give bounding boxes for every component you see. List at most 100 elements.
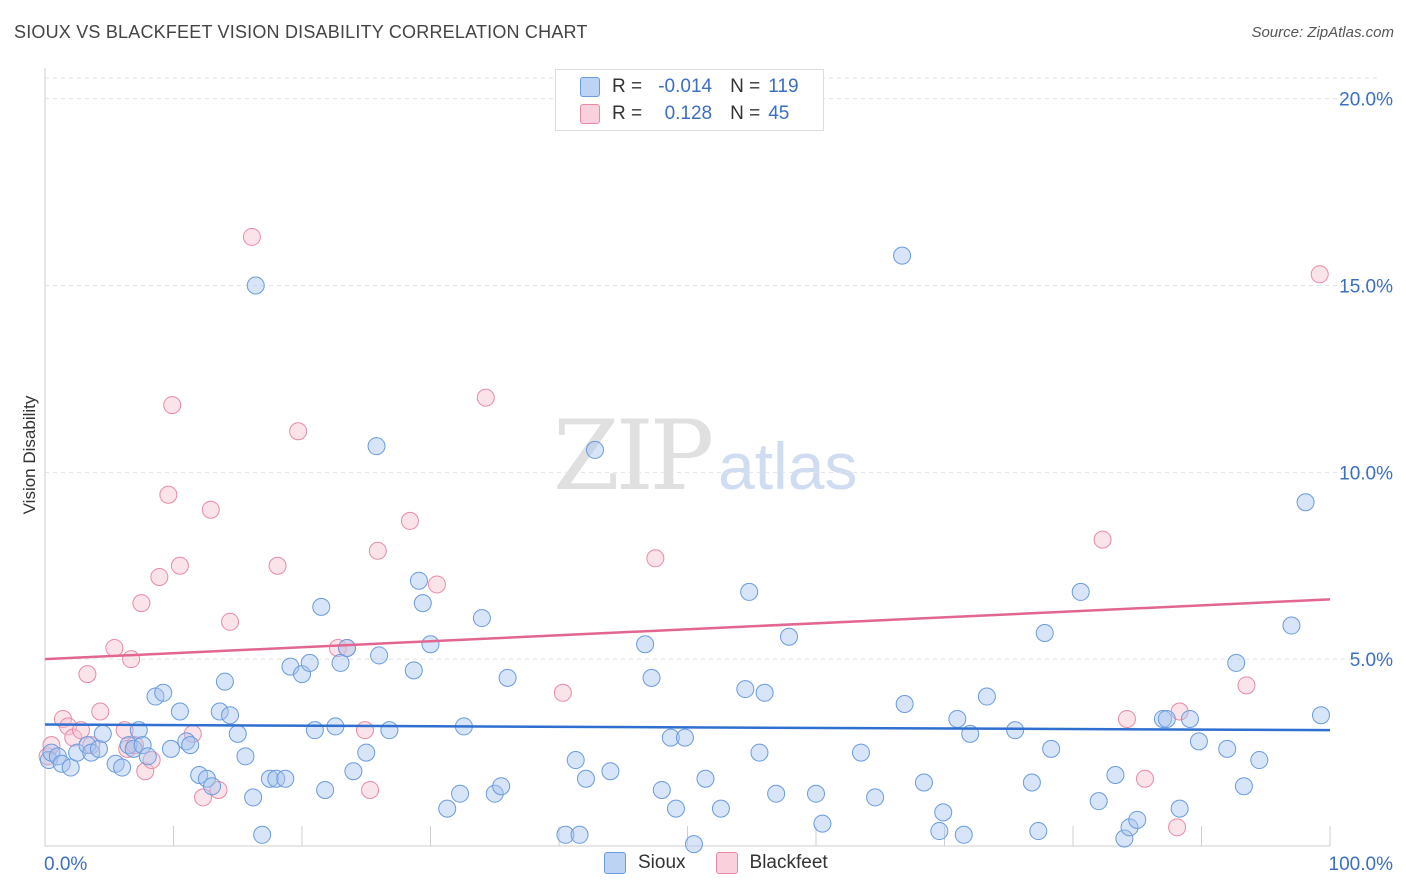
sioux-point	[1089, 792, 1108, 811]
sioux-point	[666, 799, 685, 818]
sioux-point	[409, 571, 428, 590]
sioux-point	[438, 799, 457, 818]
sioux-point	[930, 822, 949, 841]
sioux-point	[893, 246, 912, 265]
sioux-swatch	[604, 852, 626, 874]
legend-row-blackfeet: R = 0.128 N = 45	[580, 101, 789, 127]
watermark-atlas: atlas	[718, 429, 858, 503]
legend-row-sioux: R = -0.014 N = 119	[580, 74, 799, 100]
watermark-zip: ZIP	[553, 400, 714, 512]
x-ticks	[173, 826, 1331, 846]
sioux-point	[1282, 616, 1301, 635]
sioux-point	[1106, 766, 1125, 785]
r-value: -0.014	[658, 76, 713, 97]
sioux-point	[566, 751, 585, 770]
sioux-point	[934, 803, 953, 822]
sioux-point	[711, 799, 730, 818]
blackfeet-point	[78, 665, 97, 684]
sioux-point	[576, 769, 595, 788]
sioux-point	[813, 814, 832, 833]
n-label: N =	[730, 103, 761, 124]
sioux-point	[276, 769, 295, 788]
r-label: R =	[612, 76, 643, 97]
sioux-trend-line	[44, 723, 1331, 732]
sioux-points	[39, 246, 1331, 854]
blackfeet-point	[553, 683, 572, 702]
sioux-point	[357, 743, 376, 762]
blackfeet-point	[427, 575, 446, 594]
sioux-point	[221, 706, 240, 725]
sioux-point	[68, 743, 87, 762]
trend-lines	[44, 598, 1331, 732]
sioux-point	[1042, 739, 1061, 758]
sioux-point	[851, 743, 870, 762]
blackfeet-point	[170, 556, 189, 575]
sioux-point	[948, 709, 967, 728]
x-tick-labels: 0.0% 100.0%	[44, 854, 1393, 875]
sioux-point	[246, 276, 265, 295]
sioux-point	[675, 728, 694, 747]
sioux-point	[1250, 751, 1269, 770]
sioux-point	[954, 825, 973, 844]
sioux-point	[89, 739, 108, 758]
sioux-point	[93, 724, 112, 743]
blackfeet-swatch	[580, 104, 600, 124]
y-tick-labels: 5.0% 10.0% 15.0% 20.0%	[1339, 90, 1393, 671]
sioux-point	[1120, 818, 1139, 837]
sioux-point	[312, 597, 331, 616]
sioux-point	[113, 758, 132, 777]
blackfeet-point	[1135, 769, 1154, 788]
sioux-point	[914, 773, 933, 792]
sioux-point	[1189, 732, 1208, 751]
legend-item-blackfeet[interactable]: Blackfeet	[715, 852, 828, 874]
sioux-point	[451, 784, 470, 803]
sioux-point	[305, 721, 324, 740]
sioux-point	[316, 780, 335, 799]
sioux-point	[1234, 777, 1253, 796]
sioux-point	[52, 754, 71, 773]
sioux-point	[661, 728, 680, 747]
sioux-point	[601, 762, 620, 781]
sioux-point	[124, 739, 143, 758]
sioux-point	[161, 739, 180, 758]
source-label: Source: ZipAtlas.com	[1251, 24, 1394, 41]
sioux-point	[1115, 829, 1134, 848]
sioux-point	[413, 594, 432, 613]
sioux-point	[736, 680, 755, 699]
sioux-point	[1071, 582, 1090, 601]
sioux-point	[1227, 653, 1246, 672]
sioux-point	[977, 687, 996, 706]
y-tick-label: 20.0%	[1339, 90, 1393, 111]
blackfeet-point	[476, 388, 495, 407]
sioux-point	[1029, 822, 1048, 841]
series-legend: Sioux Blackfeet	[604, 852, 858, 874]
blackfeet-point	[163, 396, 182, 415]
sioux-point	[170, 702, 189, 721]
sioux-point	[492, 777, 511, 796]
sioux-point	[696, 769, 715, 788]
sioux-point	[133, 736, 152, 755]
sioux-point	[780, 627, 799, 646]
sioux-point	[228, 724, 247, 743]
sioux-point	[866, 788, 885, 807]
blackfeet-point	[136, 762, 155, 781]
blackfeet-point	[42, 736, 61, 755]
sioux-point	[570, 825, 589, 844]
sioux-point	[1022, 773, 1041, 792]
sioux-point	[556, 825, 575, 844]
r-value: 0.128	[664, 103, 713, 124]
sioux-point	[1170, 799, 1189, 818]
sioux-point	[1128, 810, 1147, 829]
legend-item-sioux[interactable]: Sioux	[604, 852, 686, 874]
sioux-point	[740, 582, 759, 601]
blackfeet-point	[1237, 676, 1256, 695]
sioux-point	[253, 825, 272, 844]
n-label: N =	[730, 76, 761, 97]
blackfeet-point	[400, 511, 419, 530]
sioux-point	[642, 668, 661, 687]
legend-label-sioux: Sioux	[638, 852, 686, 873]
y-tick-label: 10.0%	[1339, 463, 1393, 484]
sioux-point	[404, 661, 423, 680]
blackfeet-point	[201, 500, 220, 519]
correlation-legend: R = -0.014 N = 119 R = 0.128 N = 45	[555, 69, 824, 131]
